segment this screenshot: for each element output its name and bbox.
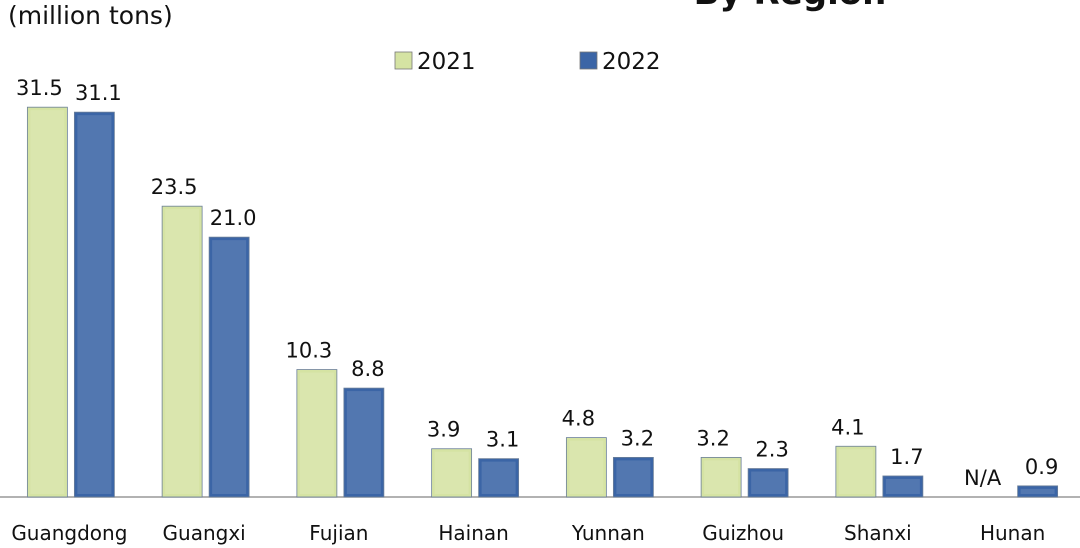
x-tick-label: Yunnan xyxy=(571,521,645,545)
legend-swatch xyxy=(394,51,413,70)
data-label: 21.0 xyxy=(210,206,257,230)
x-tick-label: Fujian xyxy=(309,521,368,545)
data-label: 23.5 xyxy=(151,175,198,199)
bar xyxy=(612,456,654,498)
bar-bevel xyxy=(885,478,920,494)
bar-bevel xyxy=(77,115,112,494)
bar-bevel xyxy=(346,391,381,494)
data-label: 8.8 xyxy=(351,357,384,381)
bar-bevel xyxy=(751,471,786,494)
data-label: 3.1 xyxy=(486,428,519,452)
bar xyxy=(208,236,250,498)
x-tick-label: Guangdong xyxy=(11,521,127,545)
bar-bevel xyxy=(165,209,200,494)
data-label: 2.3 xyxy=(755,438,788,462)
bar-bevel xyxy=(434,451,469,494)
chart-subtitle: (million tons) xyxy=(8,1,173,30)
bar-bevel xyxy=(212,240,247,494)
bar xyxy=(296,369,338,498)
bar xyxy=(700,456,742,498)
data-label: 31.1 xyxy=(75,81,122,105)
bar-bevel xyxy=(299,372,334,494)
bar-bevel xyxy=(569,440,604,494)
data-label: 1.7 xyxy=(890,445,923,469)
bar xyxy=(882,475,924,498)
chart-title: By Region xyxy=(694,0,887,13)
bar-bevel xyxy=(30,110,65,494)
bar xyxy=(343,387,385,498)
bar xyxy=(73,111,115,498)
legend-label: 2021 xyxy=(417,49,476,75)
data-label: 4.1 xyxy=(831,415,864,439)
bar xyxy=(431,448,473,498)
data-label: N/A xyxy=(964,466,1002,490)
data-label: 3.9 xyxy=(427,418,460,442)
bar-bevel xyxy=(1020,488,1055,494)
x-tick-label: Shanxi xyxy=(844,521,912,545)
bar xyxy=(26,106,68,498)
bar-bevel xyxy=(616,460,651,494)
legend-swatch xyxy=(579,51,598,70)
x-tick-label: Guangxi xyxy=(163,521,246,545)
data-label: 31.5 xyxy=(16,76,63,100)
data-label: 10.3 xyxy=(285,339,332,363)
x-tick-label: Hunan xyxy=(980,521,1045,545)
data-label: 3.2 xyxy=(696,426,729,450)
bar xyxy=(161,205,203,498)
x-tick-label: Guizhou xyxy=(702,521,784,545)
data-label: 3.2 xyxy=(621,426,654,450)
bar-bevel xyxy=(704,460,739,494)
data-label: 0.9 xyxy=(1025,455,1058,479)
bar-bevel xyxy=(838,449,873,494)
legend-label: 2022 xyxy=(602,49,661,75)
bar xyxy=(747,468,789,498)
data-label: 4.8 xyxy=(562,407,595,431)
bar xyxy=(835,445,877,498)
x-tick-label: Hainan xyxy=(438,521,508,545)
bar xyxy=(565,437,607,498)
bar xyxy=(478,458,520,498)
bar-bevel xyxy=(481,461,516,494)
bar xyxy=(1017,485,1059,498)
